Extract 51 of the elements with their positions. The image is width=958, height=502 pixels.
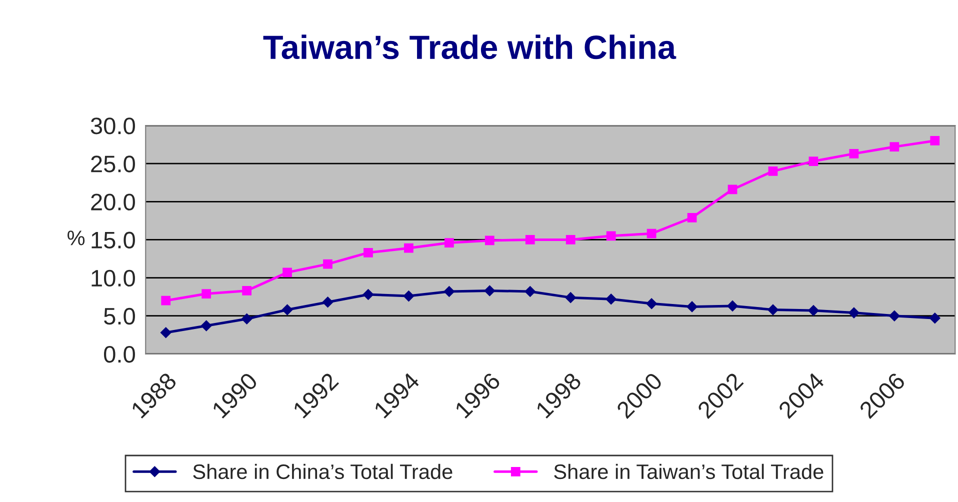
point [484,236,494,246]
point [364,248,373,258]
point [606,294,617,305]
y-tick-label: 10.0 [92,270,135,287]
point [323,259,332,269]
point [525,235,535,244]
point [808,156,818,166]
point [727,300,738,312]
point [202,289,212,298]
point [362,289,374,300]
point [241,313,252,324]
point [161,296,171,306]
point [848,307,860,318]
point [768,166,778,176]
point [322,296,334,308]
y-tick-label: 25.0 [91,156,135,172]
point [444,286,455,297]
point [565,292,576,303]
point [444,238,454,248]
legend-label: Share in China’s Total Trade [193,464,452,480]
point [768,304,778,316]
point [200,320,212,332]
point [687,212,697,222]
point [646,228,656,238]
legend-label: Share in Taiwan’s Total Trade [554,464,824,480]
point [930,136,940,146]
point [686,301,698,312]
chart-title: Taiwan’s Trade with China [263,34,676,60]
point [890,142,900,152]
point [524,286,536,297]
point [566,235,576,244]
point [808,305,819,316]
y-tick-label: 0.0 [104,346,135,363]
point [646,298,657,310]
y-tick-label: 20.0 [91,194,135,210]
point [403,290,414,302]
point [282,268,292,278]
point [484,285,496,296]
point [160,327,172,338]
point [606,231,616,241]
point [282,304,293,316]
point [242,286,252,296]
point [849,148,859,158]
y-tick-label: 15.0 [92,232,135,248]
point [929,312,940,324]
y-tick-label: 5.0 [104,308,135,325]
point [404,243,414,253]
y-tick-label: 30.0 [90,118,135,134]
point [728,184,738,194]
y-axis-title: % [68,230,85,246]
point [888,310,900,322]
